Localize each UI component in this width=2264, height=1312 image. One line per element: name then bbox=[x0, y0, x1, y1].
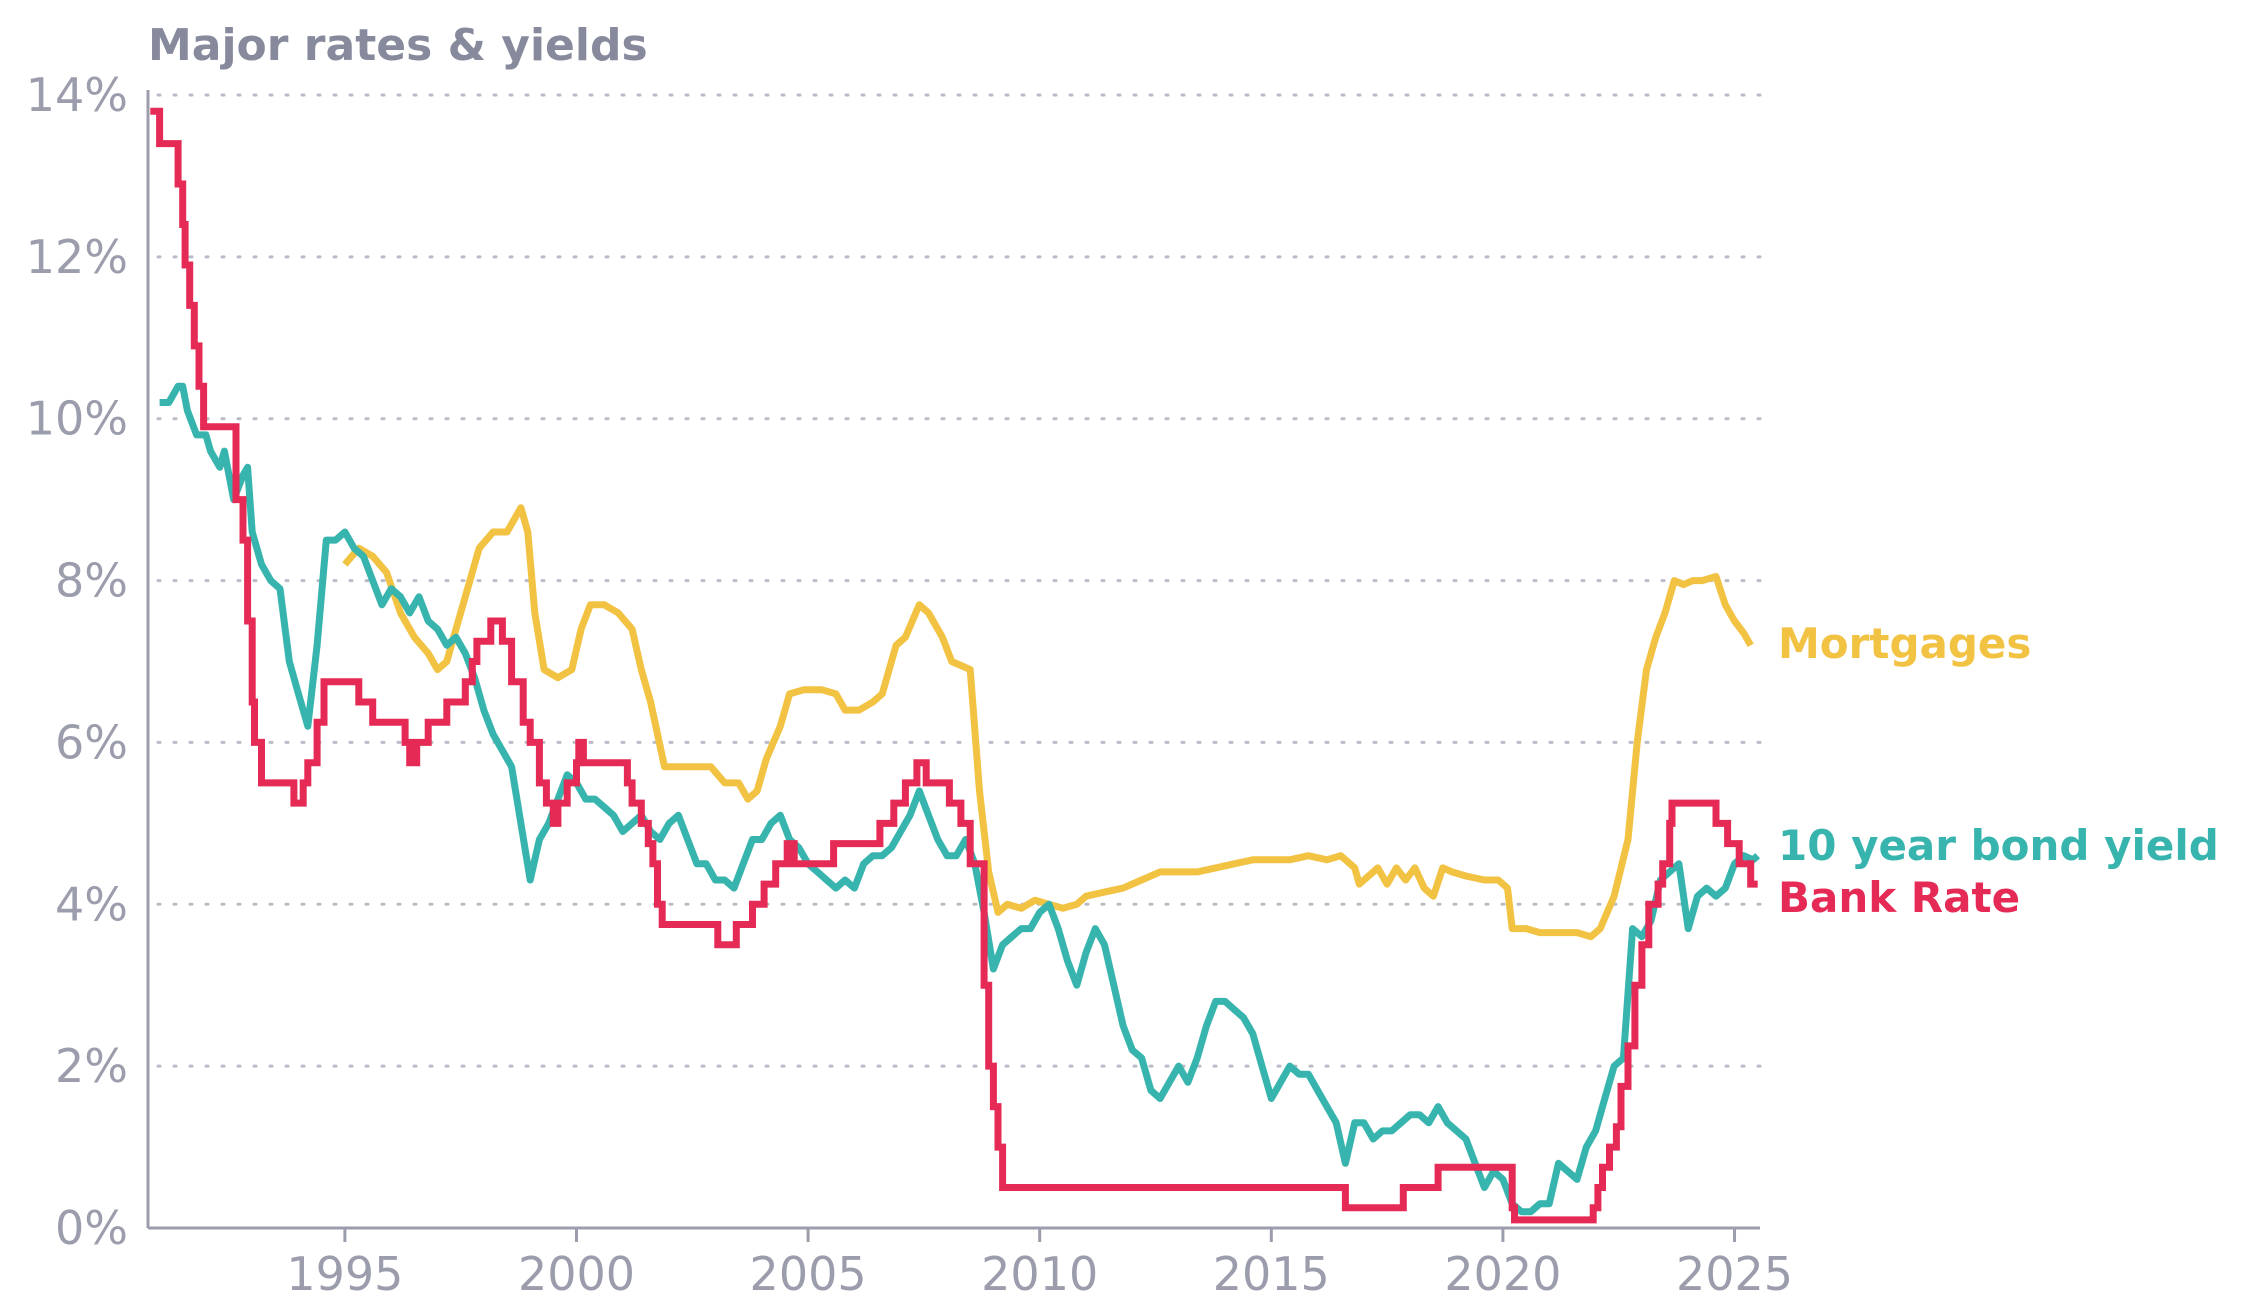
y-tick-label: 10% bbox=[26, 392, 128, 446]
axes bbox=[146, 90, 1760, 1230]
y-tick-label: 4% bbox=[55, 877, 128, 931]
x-tick-label: 2025 bbox=[1676, 1247, 1793, 1301]
y-tick-label: 8% bbox=[55, 554, 128, 608]
mortgages-line bbox=[342, 504, 1754, 941]
y-tick-label: 2% bbox=[55, 1039, 128, 1093]
mortgages-label: Mortgages bbox=[1778, 619, 2031, 668]
y-axis-ticks: 0% 2% 4% 6% 8% 10% 12% 14% bbox=[26, 68, 128, 1255]
x-axis-ticks: 1995 2000 2005 2010 2015 2020 2025 bbox=[286, 1228, 1793, 1301]
x-tick-label: 1995 bbox=[286, 1247, 403, 1301]
grid-lines bbox=[156, 93, 1762, 1068]
10-year-bond-yield-line bbox=[159, 382, 1761, 1216]
y-tick-label: 14% bbox=[26, 68, 128, 122]
10-year-bond-yield-label: 10 year bond yield bbox=[1778, 821, 2219, 870]
x-tick-label: 2005 bbox=[750, 1247, 867, 1301]
y-tick-label: 0% bbox=[55, 1201, 128, 1255]
y-tick-label: 12% bbox=[26, 230, 128, 284]
chart-title: Major rates & yields bbox=[148, 20, 648, 71]
x-tick-label: 2015 bbox=[1213, 1247, 1330, 1301]
x-tick-label: 2020 bbox=[1444, 1247, 1561, 1301]
series-lines bbox=[150, 107, 1761, 1224]
y-tick-label: 6% bbox=[55, 715, 128, 769]
x-tick-label: 2010 bbox=[981, 1247, 1098, 1301]
bank-rate-line bbox=[150, 107, 1758, 1224]
x-tick-label: 2000 bbox=[518, 1247, 635, 1301]
bank-rate-label: Bank Rate bbox=[1778, 873, 2020, 922]
